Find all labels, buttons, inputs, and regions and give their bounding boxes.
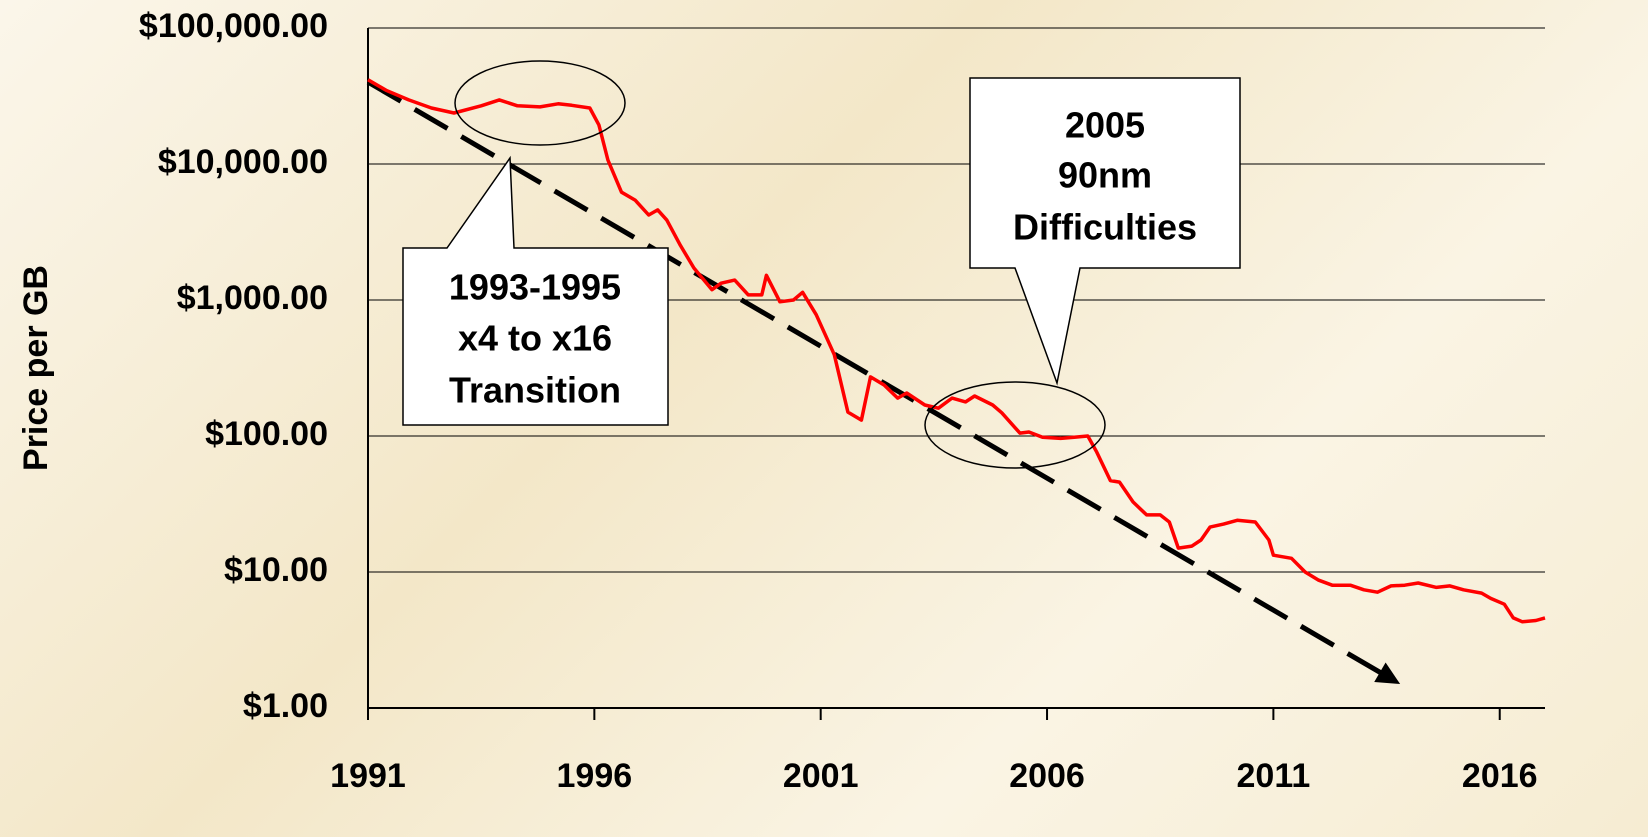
annotation-text: Difficulties	[1013, 207, 1197, 248]
annotation-text: x4 to x16	[458, 318, 612, 359]
y-tick-label: $10.00	[224, 551, 328, 589]
x-tick-label: 2011	[1237, 757, 1311, 795]
y-tick-label: $100,000.00	[139, 7, 328, 45]
y-tick-label: $1,000.00	[177, 279, 328, 317]
x-tick-label: 2006	[1009, 757, 1085, 795]
annotation-text: 90nm	[1058, 155, 1152, 196]
x-tick-label: 2001	[783, 757, 859, 795]
plot-area: $1.00 $10.00 $100.00 $1,000.00 $10,000.00 $10…	[139, 7, 1545, 795]
y-tick-label: $100.00	[205, 415, 328, 453]
annotation-text: 2005	[1065, 105, 1145, 146]
y-axis-label: Price per GB	[17, 265, 55, 471]
x-tick-label: 2016	[1462, 757, 1538, 795]
annotation-text: 1993-1995	[449, 267, 621, 308]
y-tick-label: $1.00	[243, 687, 328, 725]
x-tick-label: 1996	[557, 757, 633, 795]
y-tick-label: $10,000.00	[158, 143, 328, 181]
highlight-ellipse	[455, 61, 625, 145]
chart: Price per GB $1.00 $10.00 $100.00 $1,000.00…	[0, 0, 1648, 837]
x-tick-label: 1991	[330, 757, 406, 795]
annotation-text: Transition	[449, 370, 621, 411]
